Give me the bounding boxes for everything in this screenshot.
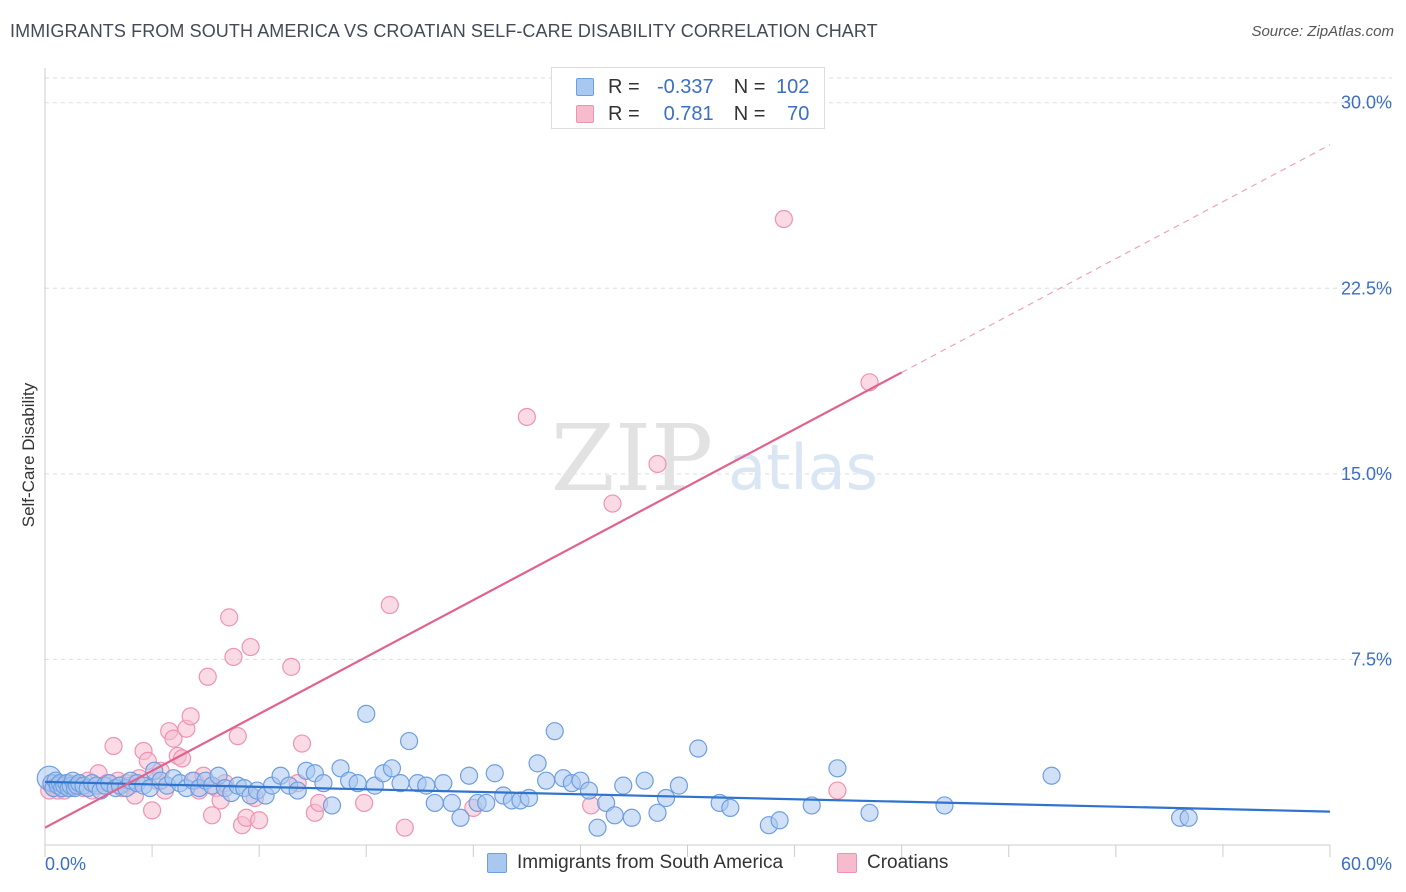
y-tick-label: 15.0%	[1341, 464, 1392, 484]
axis-layer	[44, 68, 1331, 857]
croatians-point	[241, 637, 260, 657]
croatians-point	[603, 494, 622, 513]
south-america-point	[545, 722, 564, 741]
legend-swatch-blue	[576, 78, 594, 96]
south-america-point	[614, 776, 633, 795]
source-label: Source: ZipAtlas.com	[1251, 23, 1394, 40]
south-america-point	[588, 818, 607, 837]
south-america-point	[331, 759, 350, 778]
south-america-trendline	[44, 780, 1331, 813]
croatians-point	[250, 811, 269, 830]
tick-labels: 7.5% 15.0% 22.5% 30.0% 0.0% 60.0%	[45, 93, 1392, 874]
legend-r-label: R =	[608, 102, 640, 125]
south-america-point	[425, 793, 444, 813]
y-tick-label: 22.5%	[1341, 278, 1392, 298]
south-america-point	[382, 759, 402, 778]
grid-layer	[45, 77, 1392, 660]
croatians-point	[355, 793, 374, 813]
legend-swatch-blue	[487, 853, 507, 873]
croatians-point	[380, 595, 399, 615]
legend-n-label: N =	[733, 75, 766, 98]
x-tick-label: 0.0%	[45, 854, 86, 874]
legend-n-value: 70	[787, 102, 810, 125]
y-axis-label: Self-Care Disability	[19, 382, 38, 528]
croatians-point	[220, 608, 239, 627]
croatians-trendline-extension	[901, 144, 1331, 373]
x-tick-label: 60.0%	[1341, 854, 1392, 874]
croatians-point	[828, 781, 847, 800]
legend-swatch-pink	[837, 853, 857, 873]
south-america-points	[36, 704, 1198, 837]
south-america-point	[770, 811, 789, 830]
croatians-point	[517, 407, 536, 427]
croatians-point	[198, 667, 217, 686]
legend-label: Immigrants from South America	[517, 852, 784, 873]
legend-row-croatians: R = 0.781 N = 70	[576, 102, 809, 126]
croatians-point	[164, 729, 183, 748]
south-america-point	[622, 808, 641, 827]
south-america-point	[656, 788, 676, 808]
legend-swatch-pink	[576, 105, 594, 123]
croatians-point	[142, 801, 162, 820]
south-america-point	[635, 771, 654, 790]
trend-lines	[44, 144, 1331, 829]
south-america-point	[605, 806, 624, 825]
chart-title: IMMIGRANTS FROM SOUTH AMERICA VS CROATIA…	[10, 21, 878, 41]
croatians-point	[582, 796, 601, 815]
south-america-point	[828, 759, 847, 778]
croatians-point	[228, 727, 247, 746]
legend-label: Croatians	[867, 852, 949, 873]
south-america-point	[935, 796, 954, 815]
south-america-point	[288, 781, 307, 800]
croatians-point	[395, 818, 414, 837]
south-america-point	[477, 793, 496, 813]
south-america-point	[322, 796, 342, 815]
south-america-point	[802, 796, 821, 815]
legend-n-value: 102	[776, 75, 810, 98]
legend-item-croatians[interactable]: Croatians	[837, 852, 948, 874]
south-america-point	[579, 781, 599, 800]
south-america-point	[1042, 766, 1061, 785]
stats-legend: R = -0.337 N = 102 R = 0.781 N = 70	[551, 67, 825, 129]
south-america-point	[528, 754, 547, 773]
croatians-point	[181, 707, 200, 726]
south-america-point	[442, 793, 462, 813]
croatians-point	[648, 454, 667, 474]
legend-n-label: N =	[733, 102, 766, 125]
croatians-point	[224, 647, 243, 667]
south-america-point	[459, 766, 479, 785]
croatians-points	[40, 209, 879, 837]
croatians-point	[202, 806, 222, 825]
croatians-point	[104, 736, 123, 756]
croatians-trendline	[44, 371, 903, 829]
south-america-point	[434, 774, 453, 793]
croatians-point	[292, 734, 312, 753]
watermark-atlas: atlas	[728, 431, 878, 504]
south-america-point	[451, 808, 470, 827]
south-america-point	[485, 764, 504, 783]
legend-row-south-america: R = -0.337 N = 102	[576, 75, 809, 99]
legend-item-south-america[interactable]: Immigrants from South America	[487, 852, 783, 874]
south-america-point	[537, 771, 556, 790]
legend-r-value: -0.337	[656, 75, 714, 98]
watermark-zip: ZIP	[551, 405, 713, 512]
legend-r-label: R =	[608, 75, 640, 98]
croatians-point	[774, 209, 793, 229]
croatians-point	[282, 657, 301, 676]
series-legend: Immigrants from South America Croatians	[0, 852, 1406, 878]
south-america-point	[721, 798, 740, 817]
y-tick-label: 30.0%	[1341, 93, 1392, 113]
south-america-point	[648, 803, 667, 822]
south-america-point	[357, 704, 376, 723]
south-america-point	[669, 776, 689, 795]
south-america-point	[689, 739, 708, 758]
south-america-point	[860, 803, 879, 822]
south-america-point	[399, 731, 419, 751]
south-america-point	[1179, 808, 1198, 827]
y-tick-label: 7.5%	[1351, 649, 1392, 669]
legend-r-value: 0.781	[663, 102, 714, 125]
watermark: ZIP atlas	[551, 405, 878, 512]
